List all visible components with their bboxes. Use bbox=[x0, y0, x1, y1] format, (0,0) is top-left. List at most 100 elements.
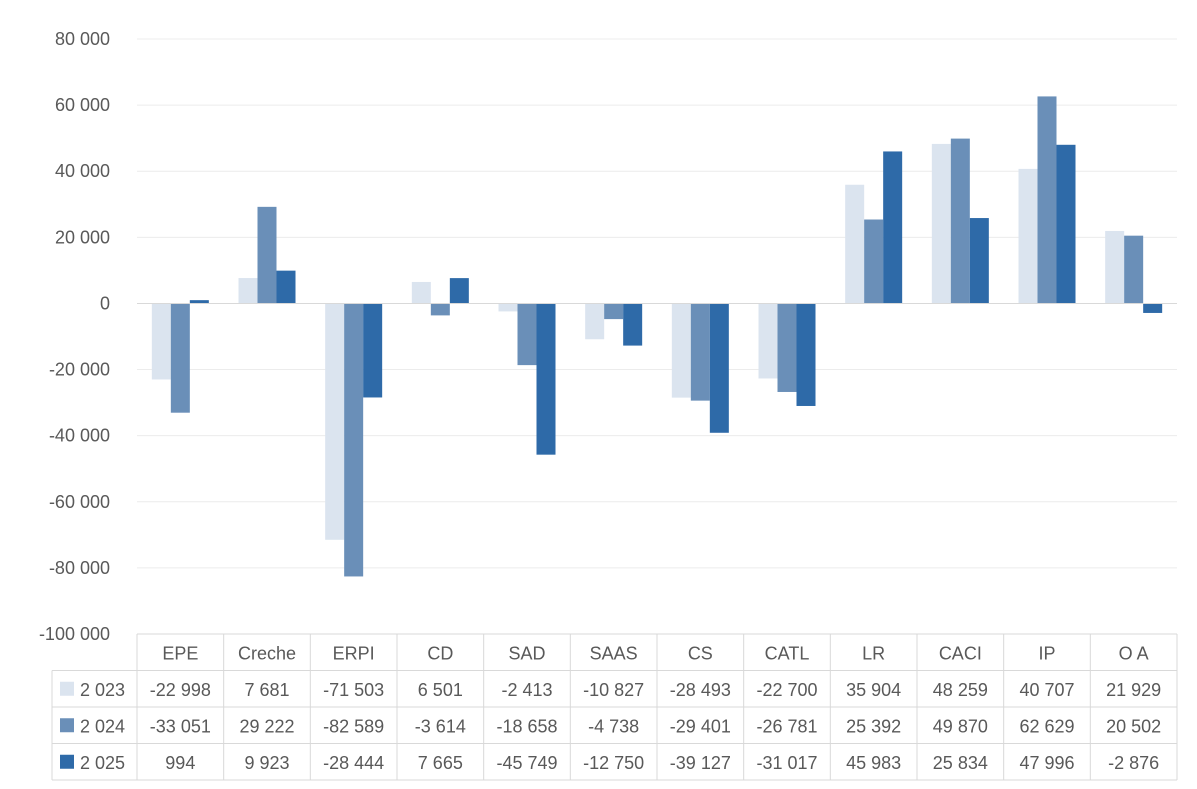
bar-ip-2-024 bbox=[1037, 96, 1057, 304]
legend-label-2-023: 2 023 bbox=[80, 680, 125, 700]
bar-catl-2-023 bbox=[758, 303, 778, 379]
y-tick-label: -80 000 bbox=[49, 558, 110, 578]
data-label-sad-2-025: -45 749 bbox=[496, 753, 557, 773]
bar-saas-2-025 bbox=[623, 303, 643, 346]
data-label-cd-2-023: 6 501 bbox=[418, 680, 463, 700]
bar-creche-2-023 bbox=[238, 278, 258, 304]
bar-lr-2-025 bbox=[883, 151, 903, 304]
data-label-o-a-2-025: -2 876 bbox=[1108, 753, 1159, 773]
bar-erpi-2-023 bbox=[325, 303, 345, 540]
data-label-epe-2-025: 994 bbox=[165, 753, 195, 773]
bar-saas-2-023 bbox=[585, 303, 605, 340]
bar-cd-2-025 bbox=[449, 278, 469, 304]
data-label-lr-2-024: 25 392 bbox=[846, 716, 901, 736]
data-label-caci-2-024: 49 870 bbox=[933, 716, 988, 736]
data-label-caci-2-025: 25 834 bbox=[933, 753, 988, 773]
data-label-catl-2-024: -26 781 bbox=[756, 716, 817, 736]
y-tick-label: 40 000 bbox=[55, 161, 110, 181]
data-label-cs-2-025: -39 127 bbox=[670, 753, 731, 773]
bars bbox=[151, 96, 1163, 577]
y-tick-label: -60 000 bbox=[49, 492, 110, 512]
data-label-ip-2-024: 62 629 bbox=[1019, 716, 1074, 736]
bar-epe-2-023 bbox=[151, 303, 171, 380]
data-label-cs-2-023: -28 493 bbox=[670, 680, 731, 700]
bar-sad-2-023 bbox=[498, 303, 518, 312]
bar-caci-2-024 bbox=[950, 138, 970, 304]
data-label-epe-2-023: -22 998 bbox=[150, 680, 211, 700]
category-label-erpi: ERPI bbox=[333, 643, 375, 663]
bar-sad-2-025 bbox=[536, 303, 556, 455]
y-tick-label: -20 000 bbox=[49, 360, 110, 380]
bar-erpi-2-025 bbox=[363, 303, 383, 398]
legend-key-2-023 bbox=[60, 681, 74, 696]
category-label-saas: SAAS bbox=[590, 643, 638, 663]
data-label-creche-2-025: 9 923 bbox=[244, 753, 289, 773]
bar-erpi-2-024 bbox=[344, 303, 364, 577]
data-label-saas-2-025: -12 750 bbox=[583, 753, 644, 773]
data-label-catl-2-025: -31 017 bbox=[756, 753, 817, 773]
bar-cs-2-024 bbox=[690, 303, 710, 401]
y-tick-label: 60 000 bbox=[55, 95, 110, 115]
bar-lr-2-023 bbox=[845, 184, 865, 304]
data-label-creche-2-024: 29 222 bbox=[239, 716, 294, 736]
legend-label-2-024: 2 024 bbox=[80, 716, 125, 736]
data-label-sad-2-023: -2 413 bbox=[501, 680, 552, 700]
category-label-o-a: O A bbox=[1119, 643, 1149, 663]
y-tick-label: 20 000 bbox=[55, 227, 110, 247]
data-label-caci-2-023: 48 259 bbox=[933, 680, 988, 700]
category-label-caci: CACI bbox=[939, 643, 982, 663]
data-table: EPE Creche ERPI CD SAD SAAS CS CATL LR CACI IP O A 2… bbox=[51, 633, 1178, 781]
category-label-cd: CD bbox=[427, 643, 453, 663]
bar-epe-2-024 bbox=[170, 303, 190, 413]
bar-catl-2-025 bbox=[796, 303, 816, 406]
data-label-cd-2-024: -3 614 bbox=[415, 716, 466, 736]
y-axis-ticks: 80 000 60 000 40 000 20 000 0 -20 000 -40 000 -… bbox=[39, 29, 110, 644]
y-tick-label: 80 000 bbox=[55, 29, 110, 49]
bar-creche-2-024 bbox=[257, 206, 277, 304]
data-label-o-a-2-023: 21 929 bbox=[1106, 680, 1161, 700]
bar-o-a-2-025 bbox=[1143, 303, 1163, 313]
y-tick-label: -40 000 bbox=[49, 426, 110, 446]
data-label-cd-2-025: 7 665 bbox=[418, 753, 463, 773]
bar-saas-2-024 bbox=[604, 303, 624, 320]
bar-creche-2-025 bbox=[276, 270, 296, 304]
category-label-ip: IP bbox=[1038, 643, 1055, 663]
data-label-erpi-2-024: -82 589 bbox=[323, 716, 384, 736]
y-tick-label: -100 000 bbox=[39, 624, 110, 644]
legend-key-2-024 bbox=[60, 718, 74, 733]
data-label-epe-2-024: -33 051 bbox=[150, 716, 211, 736]
category-label-lr: LR bbox=[862, 643, 885, 663]
bar-o-a-2-023 bbox=[1105, 230, 1125, 304]
data-label-catl-2-023: -22 700 bbox=[756, 680, 817, 700]
data-label-erpi-2-025: -28 444 bbox=[323, 753, 384, 773]
data-label-cs-2-024: -29 401 bbox=[670, 716, 731, 736]
category-label-cs: CS bbox=[688, 643, 713, 663]
data-label-o-a-2-024: 20 502 bbox=[1106, 716, 1161, 736]
data-label-creche-2-023: 7 681 bbox=[244, 680, 289, 700]
data-label-ip-2-023: 40 707 bbox=[1019, 680, 1074, 700]
y-tick-label: 0 bbox=[100, 293, 110, 313]
bar-cd-2-023 bbox=[411, 281, 431, 304]
bar-o-a-2-024 bbox=[1124, 235, 1144, 304]
data-label-lr-2-025: 45 983 bbox=[846, 753, 901, 773]
category-label-sad: SAD bbox=[508, 643, 545, 663]
legend-label-2-025: 2 025 bbox=[80, 753, 125, 773]
bar-caci-2-023 bbox=[931, 143, 951, 304]
bar-caci-2-025 bbox=[969, 218, 989, 304]
category-label-creche: Creche bbox=[238, 643, 296, 663]
bar-cs-2-025 bbox=[709, 303, 729, 433]
bar-sad-2-024 bbox=[517, 303, 537, 366]
bar-epe-2-025 bbox=[189, 300, 209, 304]
bar-lr-2-024 bbox=[864, 219, 884, 304]
legend-key-2-025 bbox=[60, 754, 74, 769]
bar-cd-2-024 bbox=[430, 303, 450, 316]
data-label-sad-2-024: -18 658 bbox=[496, 716, 557, 736]
data-label-saas-2-024: -4 738 bbox=[588, 716, 639, 736]
bar-ip-2-023 bbox=[1018, 168, 1038, 304]
data-label-lr-2-023: 35 904 bbox=[846, 680, 901, 700]
data-label-erpi-2-023: -71 503 bbox=[323, 680, 384, 700]
bar-cs-2-023 bbox=[671, 303, 691, 398]
data-label-saas-2-023: -10 827 bbox=[583, 680, 644, 700]
